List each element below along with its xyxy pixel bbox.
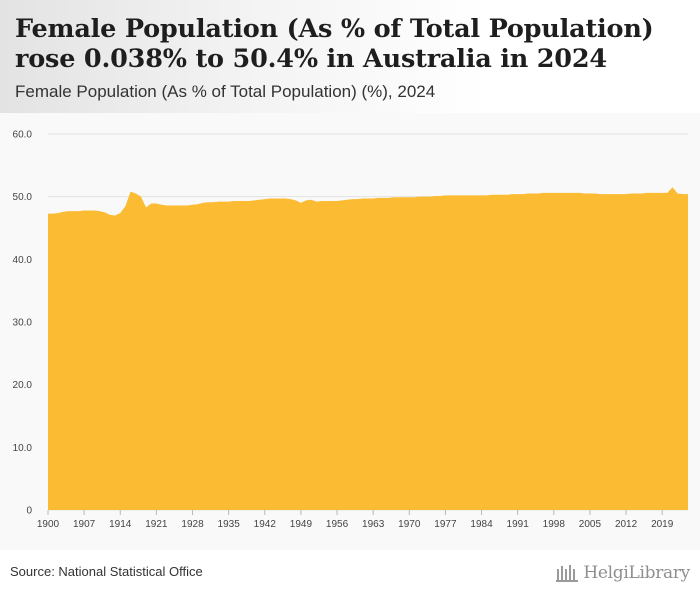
x-tick-label: 1907 — [73, 519, 96, 530]
x-tick-label: 1942 — [254, 519, 277, 530]
y-tick-label: 10.0 — [13, 443, 33, 454]
y-axis-ticks: 0 10.0 20.0 30.0 40.0 50.0 60.0 — [13, 130, 33, 517]
x-axis-ticks: 1900 1907 1914 1921 1928 1935 1942 1949 1956 1963… — [37, 510, 674, 530]
y-tick-label: 40.0 — [13, 255, 33, 266]
x-tick-label: 1963 — [362, 519, 385, 530]
x-tick-label: 1914 — [109, 519, 132, 530]
x-tick-label: 1998 — [543, 519, 566, 530]
x-tick-label: 1935 — [218, 519, 241, 530]
area-series — [48, 187, 688, 510]
chart-subtitle: Female Population (As % of Total Populat… — [15, 82, 436, 101]
x-tick-label: 1928 — [181, 519, 204, 530]
y-tick-label: 50.0 — [13, 192, 33, 203]
library-columns-icon — [556, 565, 579, 582]
x-tick-label: 1956 — [326, 519, 349, 530]
x-tick-label: 1984 — [470, 519, 493, 530]
y-tick-label: 30.0 — [13, 318, 33, 329]
chart-title: Female Population (As % of Total Populat… — [15, 14, 654, 74]
helgi-library-logo[interactable]: HelgiLibrary — [555, 560, 690, 586]
y-tick-label: 20.0 — [13, 380, 33, 391]
y-tick-label: 60.0 — [13, 130, 33, 141]
header-banner: Female Population (As % of Total Populat… — [0, 0, 700, 113]
x-tick-label: 2012 — [615, 519, 638, 530]
source-note: Source: National Statistical Office — [10, 564, 203, 579]
x-tick-label: 1991 — [507, 519, 530, 530]
area-chart: 010.020.030.040.050.060.0 1900 1907 1914 19… — [13, 130, 688, 530]
logo-text: HelgiLibrary — [583, 563, 690, 583]
x-tick-label: 1949 — [290, 519, 313, 530]
footer — [0, 550, 700, 596]
x-tick-label: 2005 — [579, 519, 602, 530]
x-tick-label: 2019 — [651, 519, 674, 530]
x-tick-label: 1921 — [145, 519, 168, 530]
x-tick-label: 1970 — [398, 519, 421, 530]
x-tick-label: 1900 — [37, 519, 60, 530]
x-tick-label: 1977 — [434, 519, 457, 530]
y-tick-label: 0 — [26, 506, 32, 517]
area-series-female-population — [48, 187, 688, 510]
